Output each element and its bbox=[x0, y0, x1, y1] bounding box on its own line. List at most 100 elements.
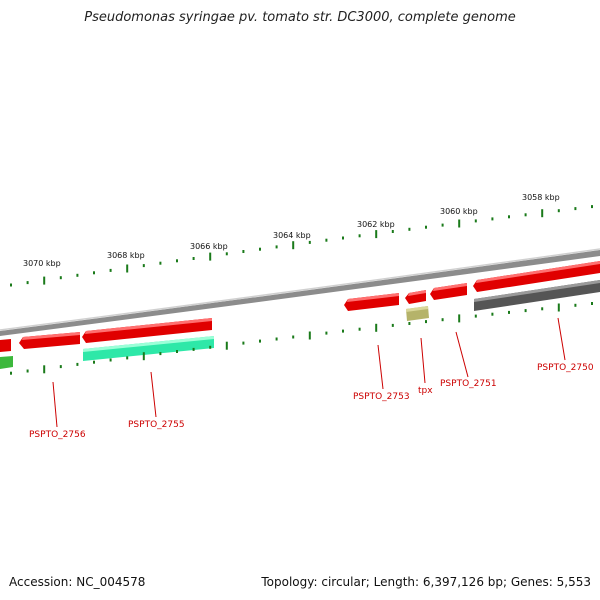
minor-tick bbox=[508, 215, 510, 219]
minor-tick bbox=[59, 365, 62, 369]
minor-tick bbox=[491, 312, 494, 316]
minor-tick bbox=[109, 358, 112, 362]
minor-tick bbox=[76, 273, 79, 277]
minor-tick bbox=[524, 309, 527, 313]
minor-tick bbox=[391, 230, 394, 233]
feature-green[interactable] bbox=[0, 356, 13, 369]
minor-tick bbox=[225, 252, 228, 256]
minor-tick bbox=[242, 341, 245, 345]
minor-tick bbox=[59, 276, 62, 280]
minor-tick bbox=[26, 281, 29, 285]
major-tick bbox=[292, 241, 295, 250]
major-tick bbox=[375, 230, 378, 239]
minor-tick bbox=[441, 223, 444, 227]
minor-tick bbox=[591, 205, 593, 209]
major-tick bbox=[458, 219, 461, 228]
ruler-label-3060: 3060 kbp bbox=[440, 207, 478, 216]
minor-tick bbox=[242, 250, 245, 253]
minor-tick bbox=[425, 320, 427, 324]
minor-tick bbox=[474, 314, 477, 318]
minor-tick bbox=[541, 307, 544, 311]
feature-track-inner bbox=[0, 280, 600, 369]
label-leader-lines bbox=[52, 317, 566, 428]
minor-tick bbox=[275, 245, 278, 249]
ruler-label-3066: 3066 kbp bbox=[190, 242, 228, 251]
minor-tick bbox=[408, 227, 411, 231]
inner-tick-track bbox=[10, 302, 593, 375]
minor-tick bbox=[109, 268, 112, 272]
gene-label-pspto-2753: PSPTO_2753 bbox=[353, 392, 410, 402]
minor-tick bbox=[259, 247, 261, 251]
genome-backbone-highlight bbox=[0, 248, 600, 331]
minor-tick bbox=[10, 371, 12, 375]
major-tick bbox=[375, 323, 378, 332]
minor-tick bbox=[142, 264, 145, 268]
outer-tick-track bbox=[10, 205, 593, 287]
minor-tick bbox=[159, 261, 162, 265]
ruler-label-3068: 3068 kbp bbox=[107, 251, 145, 260]
map-title: Pseudomonas syringae pv. tomato str. DC3… bbox=[84, 10, 516, 25]
major-tick bbox=[126, 264, 129, 273]
genome-backbone bbox=[0, 250, 600, 336]
minor-tick bbox=[93, 271, 95, 275]
gene-label-pspto-2755: PSPTO_2755 bbox=[128, 420, 185, 430]
major-tick bbox=[209, 252, 212, 261]
major-tick bbox=[458, 314, 461, 323]
minor-tick bbox=[93, 360, 95, 364]
minor-tick bbox=[10, 283, 12, 287]
ruler-label-3058: 3058 kbp bbox=[522, 193, 560, 202]
minor-tick bbox=[292, 335, 295, 339]
major-tick bbox=[43, 276, 46, 285]
minor-tick bbox=[474, 219, 477, 223]
forward-cds-track bbox=[0, 261, 600, 352]
ruler-label-3062: 3062 kbp bbox=[357, 220, 395, 229]
minor-tick bbox=[557, 209, 560, 213]
gene-label-pspto-2751: PSPTO_2751 bbox=[440, 379, 497, 389]
minor-tick bbox=[325, 238, 328, 242]
major-tick bbox=[557, 303, 560, 312]
minor-tick bbox=[192, 347, 195, 351]
minor-tick bbox=[342, 329, 344, 333]
minor-tick bbox=[275, 337, 278, 341]
genome-stats-text: Topology: circular; Length: 6,397,126 bp… bbox=[261, 575, 591, 589]
ruler-labels: 3058 kbp 3060 kbp 3062 kbp 3064 kbp 3066… bbox=[23, 193, 560, 268]
minor-tick bbox=[76, 362, 79, 366]
minor-tick bbox=[425, 225, 427, 229]
minor-tick bbox=[126, 356, 129, 360]
minor-tick bbox=[508, 310, 510, 314]
minor-tick bbox=[308, 240, 311, 244]
minor-tick bbox=[524, 213, 527, 217]
gene-labels: PSPTO_2750 PSPTO_2751 tpx PSPTO_2753 PSP… bbox=[29, 363, 594, 440]
minor-tick bbox=[591, 302, 593, 305]
minor-tick bbox=[209, 345, 212, 349]
major-tick bbox=[308, 331, 311, 340]
minor-tick bbox=[574, 303, 577, 307]
major-tick bbox=[43, 365, 46, 374]
minor-tick bbox=[358, 327, 361, 331]
gene-label-pspto-2750: PSPTO_2750 bbox=[537, 363, 594, 373]
cds-feature[interactable] bbox=[0, 339, 11, 352]
minor-tick bbox=[192, 257, 195, 260]
minor-tick bbox=[574, 207, 577, 211]
minor-tick bbox=[159, 352, 162, 356]
minor-tick bbox=[358, 234, 361, 238]
minor-tick bbox=[391, 323, 394, 327]
gene-label-tpx: tpx bbox=[418, 386, 433, 396]
ruler-label-3064: 3064 kbp bbox=[273, 231, 311, 240]
minor-tick bbox=[491, 217, 494, 221]
major-tick bbox=[541, 209, 544, 218]
minor-tick bbox=[441, 318, 444, 322]
gene-label-pspto-2756: PSPTO_2756 bbox=[29, 430, 86, 440]
minor-tick bbox=[325, 331, 328, 335]
minor-tick bbox=[176, 259, 178, 263]
minor-tick bbox=[176, 350, 178, 353]
major-tick bbox=[225, 341, 228, 350]
ruler-label-3070: 3070 kbp bbox=[23, 259, 61, 268]
minor-tick bbox=[342, 236, 344, 240]
minor-tick bbox=[26, 369, 29, 373]
minor-tick bbox=[259, 339, 261, 343]
minor-tick bbox=[408, 322, 411, 325]
accession-text: Accession: NC_004578 bbox=[9, 575, 146, 589]
major-tick bbox=[142, 352, 145, 361]
